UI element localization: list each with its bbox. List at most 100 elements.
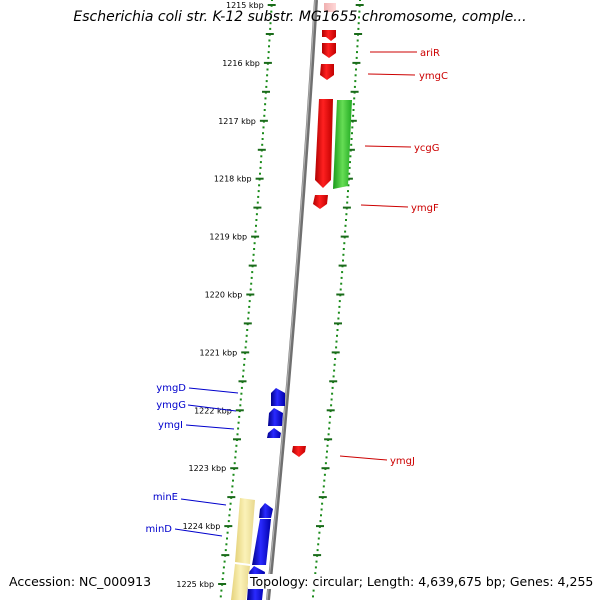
gene-label-ycgg[interactable]: ycgG — [414, 143, 440, 154]
gene-ymgj[interactable] — [292, 446, 306, 457]
tick-minor — [265, 80, 268, 83]
tick-minor — [337, 317, 340, 320]
tick-minor — [236, 433, 239, 436]
tick-minor — [347, 184, 350, 187]
tick-minor — [316, 549, 319, 552]
gene-ycgg[interactable] — [333, 100, 352, 189]
tick-minor — [255, 224, 257, 227]
tick-minor — [247, 317, 250, 320]
tick-minor — [231, 485, 234, 488]
tick-minor — [233, 462, 236, 465]
gene-label-arir[interactable]: ariR — [420, 48, 440, 59]
tick-minor — [263, 114, 266, 117]
tick-minor — [330, 398, 333, 401]
tick-minor — [254, 230, 257, 233]
gene-mind[interactable] — [252, 519, 271, 565]
tick-minor — [337, 311, 340, 314]
tick-minor — [334, 358, 337, 360]
gene-ymgc[interactable] — [320, 64, 334, 80]
tick-minor — [239, 404, 242, 407]
gene-label-ymgc[interactable]: ymgC — [419, 71, 448, 82]
gene-label-ymgd[interactable]: ymgD — [156, 383, 186, 394]
tick-minor — [269, 16, 272, 19]
tick-label: 1223 kbp — [188, 464, 226, 473]
tick-minor — [352, 109, 355, 111]
tick-minor — [245, 340, 248, 343]
tick-minor — [255, 213, 258, 216]
gene-highlight-upper[interactable] — [235, 498, 255, 564]
tick-minor — [326, 450, 328, 453]
tick-minor — [333, 369, 336, 372]
tick-label: 1225 kbp — [176, 580, 214, 589]
gene-label-ymgf[interactable]: ymgF — [411, 203, 439, 214]
label-leader — [174, 528, 223, 537]
tick-minor — [354, 74, 357, 77]
tick-minor — [318, 531, 321, 534]
tick-minor — [250, 276, 253, 279]
tick-minor — [251, 271, 254, 274]
tick-minor — [271, 0, 273, 1]
gene-pink-top[interactable] — [324, 3, 336, 12]
gene-ymgd[interactable] — [271, 388, 285, 406]
tick-minor — [320, 514, 322, 517]
tick-minor — [345, 219, 347, 221]
gene-ymgg[interactable] — [268, 408, 283, 426]
tick-minor — [267, 56, 270, 59]
tick-minor — [339, 288, 342, 291]
gene-label-mine[interactable]: minE — [153, 492, 178, 503]
tick-minor — [268, 39, 271, 42]
tick-minor — [357, 27, 360, 30]
tick-minor — [258, 184, 261, 187]
tick-minor — [352, 103, 355, 106]
tick-minor — [322, 491, 325, 494]
gene-label-ymgj[interactable]: ymgJ — [390, 456, 415, 467]
gene-label-mind[interactable]: minD — [145, 524, 172, 535]
tick-minor — [222, 572, 225, 575]
tick-minor — [348, 166, 351, 169]
gene-highlight-lower[interactable] — [231, 564, 250, 600]
tick-label: 1217 kbp — [218, 117, 256, 126]
tick-minor — [327, 433, 330, 436]
tick-minor — [269, 27, 272, 30]
tick-minor — [355, 56, 358, 59]
tick-label: 1218 kbp — [214, 175, 252, 184]
tick-labels: 1215 kbp 1216 kbp 1217 kbp 1218 kbp 1219 kbp… — [176, 1, 263, 589]
tick-minor — [234, 450, 237, 453]
tick-minor — [356, 45, 359, 48]
tick-minor — [358, 16, 360, 19]
tick-minor — [356, 39, 359, 42]
tick-minor — [234, 456, 237, 459]
tick-minor — [222, 566, 225, 569]
label-leader — [339, 455, 388, 461]
genome-backbone — [266, 0, 318, 600]
tick-track-right — [310, 0, 364, 598]
topology-summary: Topology: circular; Length: 4,639,675 bp… — [248, 574, 596, 589]
tick-minor — [235, 444, 238, 447]
gene-label-ymgg[interactable]: ymgG — [156, 400, 186, 411]
tick-minor — [232, 479, 234, 482]
tick-minor — [328, 427, 331, 430]
tick-minor — [257, 195, 260, 198]
tick-minor — [314, 572, 317, 575]
tick-minor — [259, 172, 261, 175]
tick-minor — [341, 271, 344, 274]
gene-ymgi[interactable] — [267, 428, 281, 438]
gene-ycgg-forward[interactable] — [315, 99, 333, 188]
tick-minor — [347, 190, 349, 193]
tick-label: 1216 kbp — [222, 59, 260, 68]
gene-arir-block[interactable] — [322, 30, 336, 41]
tick-minor — [338, 300, 341, 303]
tick-minor — [358, 10, 361, 13]
gene-arir[interactable] — [322, 43, 336, 58]
gene-mine[interactable] — [259, 503, 273, 518]
tick-minor — [242, 375, 244, 378]
right-labels: ariR ymgC ycgG ymgF ymgJ — [339, 48, 448, 467]
gene-ymgf[interactable] — [313, 195, 328, 209]
tick-minor — [246, 329, 249, 331]
tick-minor — [269, 22, 272, 25]
tick-minor — [340, 276, 343, 279]
tick-minor — [252, 253, 255, 256]
tick-minor — [317, 543, 320, 546]
gene-label-ymgi[interactable]: ymgI — [158, 420, 183, 431]
